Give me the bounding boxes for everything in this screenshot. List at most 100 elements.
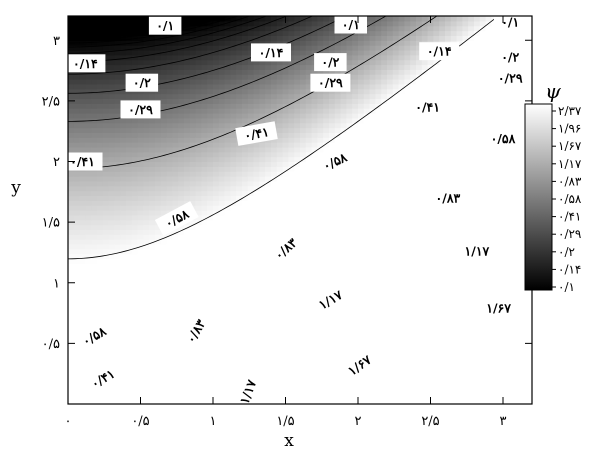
- field-cell: [346, 268, 353, 274]
- field-cell: [120, 190, 127, 197]
- field-cell: [300, 360, 307, 366]
- field-cell: [131, 176, 139, 182]
- field-cell: [149, 355, 156, 361]
- field-cell: [416, 379, 423, 386]
- field-cell: [282, 302, 289, 308]
- field-cell: [375, 59, 382, 66]
- field-cell: [375, 171, 382, 177]
- field-cell: [363, 40, 371, 46]
- field-cell: [184, 229, 191, 235]
- field-cell: [271, 93, 278, 100]
- field-cell: [276, 98, 284, 104]
- field-cell: [137, 146, 144, 153]
- field-cell: [195, 185, 202, 192]
- field-cell: [294, 205, 301, 211]
- field-cell: [416, 69, 423, 75]
- field-cell: [102, 360, 110, 366]
- field-cell: [369, 268, 376, 274]
- field-cell: [294, 156, 301, 163]
- field-cell: [143, 311, 150, 318]
- field-cell: [68, 258, 75, 264]
- field-cell: [166, 287, 173, 294]
- field-cell: [363, 108, 371, 114]
- field-cell: [68, 185, 75, 192]
- field-cell: [155, 399, 162, 404]
- field-cell: [265, 379, 272, 386]
- field-cell: [230, 45, 237, 51]
- field-cell: [108, 321, 115, 327]
- field-cell: [213, 16, 220, 22]
- field-cell: [79, 108, 86, 114]
- field-cell: [323, 98, 330, 104]
- field-cell: [68, 389, 75, 395]
- field-cell: [207, 239, 214, 245]
- field-cell: [253, 248, 260, 255]
- field-cell: [155, 336, 162, 342]
- field-cell: [68, 307, 75, 313]
- field-cell: [276, 340, 284, 347]
- field-cell: [184, 127, 191, 133]
- field-cell: [271, 321, 278, 327]
- field-cell: [73, 258, 81, 264]
- field-cell: [73, 243, 81, 250]
- field-cell: [392, 239, 400, 245]
- field-cell: [236, 171, 243, 177]
- field-cell: [126, 229, 133, 235]
- field-cell: [218, 297, 226, 303]
- field-cell: [207, 268, 214, 274]
- field-cell: [85, 185, 92, 192]
- field-cell: [398, 16, 405, 22]
- field-cell: [271, 156, 278, 163]
- field-cell: [294, 113, 301, 119]
- field-cell: [387, 146, 394, 153]
- field-cell: [172, 355, 179, 361]
- field-cell: [398, 69, 405, 75]
- field-cell: [137, 30, 144, 36]
- field-cell: [155, 326, 162, 332]
- field-cell: [392, 103, 400, 109]
- field-cell: [369, 287, 376, 294]
- field-cell: [352, 176, 359, 182]
- field-cell: [143, 127, 150, 133]
- field-cell: [375, 321, 382, 327]
- field-cell: [85, 394, 92, 400]
- field-cell: [73, 113, 81, 119]
- field-cell: [160, 374, 168, 381]
- field-cell: [259, 389, 266, 395]
- field-cell: [242, 83, 249, 90]
- field-cell: [416, 355, 423, 361]
- field-cell: [300, 132, 307, 138]
- field-cell: [276, 69, 284, 75]
- field-cell: [102, 292, 110, 298]
- field-cell: [305, 360, 313, 366]
- field-cell: [363, 282, 371, 289]
- field-cell: [300, 20, 307, 27]
- field-cell: [387, 49, 394, 56]
- field-cell: [352, 268, 359, 274]
- field-cell: [271, 350, 278, 357]
- field-cell: [131, 117, 139, 124]
- field-cell: [189, 379, 197, 386]
- field-cell: [265, 176, 272, 182]
- field-cell: [294, 16, 301, 22]
- field-cell: [201, 132, 208, 138]
- field-cell: [224, 316, 231, 323]
- field-cell: [387, 287, 394, 294]
- field-cell: [149, 40, 156, 46]
- field-cell: [242, 365, 249, 371]
- field-cell: [311, 273, 318, 279]
- field-cell: [178, 243, 185, 250]
- field-cell: [311, 239, 318, 245]
- field-cell: [166, 59, 173, 66]
- field-cell: [288, 127, 295, 133]
- field-cell: [416, 49, 423, 56]
- field-cell: [120, 365, 127, 371]
- field-cell: [271, 379, 278, 386]
- field-cell: [375, 79, 382, 85]
- field-cell: [294, 326, 301, 332]
- field-cell: [404, 74, 411, 80]
- field-cell: [91, 132, 98, 138]
- field-cell: [410, 54, 417, 61]
- field-cell: [102, 54, 110, 61]
- field-cell: [392, 93, 400, 100]
